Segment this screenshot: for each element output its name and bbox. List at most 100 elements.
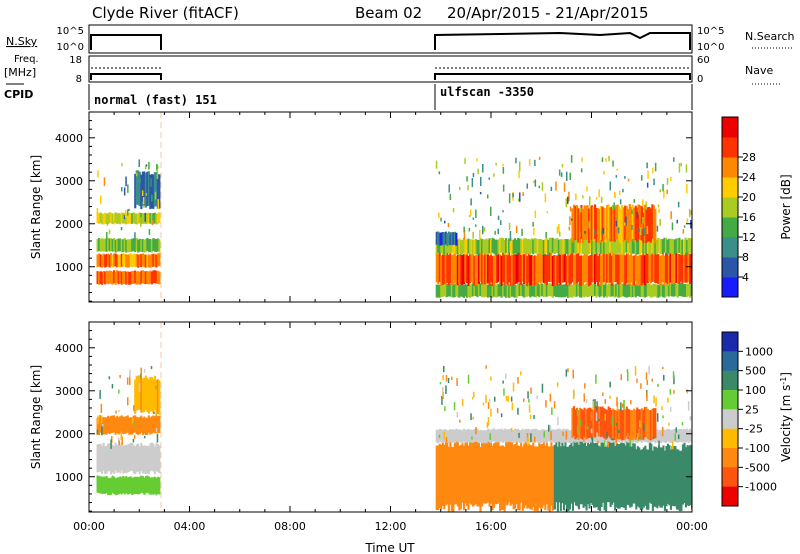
v-cell-b7	[663, 429, 666, 443]
p-cell-b7	[684, 237, 687, 253]
p-speckle	[127, 209, 129, 216]
v-cell-b1	[131, 443, 134, 471]
v-cell-b0	[123, 477, 126, 495]
v-speckle	[459, 419, 461, 423]
v-cell-b1	[102, 442, 105, 471]
p-speckle	[569, 216, 571, 226]
v-speckle	[556, 382, 559, 387]
v-speckle	[445, 385, 447, 394]
p-cell-b3	[129, 213, 132, 224]
p-cell-b7	[639, 239, 642, 255]
v-cell-b0	[107, 477, 110, 495]
p-cell-b0	[153, 270, 156, 284]
v-cell-b7	[455, 428, 458, 442]
p-speckle	[497, 215, 500, 221]
v-cell-b8	[585, 409, 588, 440]
p-speckle	[569, 172, 571, 180]
v-speckle	[550, 431, 552, 441]
v-cell-b2	[156, 415, 159, 433]
v-cell-b2	[113, 415, 116, 433]
v-cell-b4	[470, 440, 473, 505]
p-cell-b7	[670, 238, 674, 254]
v-speckle	[494, 396, 496, 402]
p-cell-b3	[143, 213, 146, 224]
p-cell-b5	[663, 284, 666, 298]
p-cell-b5	[618, 284, 621, 298]
v-cell-b7	[470, 429, 473, 443]
p-cell-b5	[591, 284, 594, 297]
v-cell-b7	[487, 428, 490, 442]
v-cell-b4	[550, 441, 553, 506]
p-cell-b7	[452, 238, 455, 254]
p-cell-b5	[569, 284, 573, 298]
p-cell-b6	[578, 255, 582, 286]
v-speckle	[447, 377, 450, 383]
v-speckle	[138, 382, 141, 392]
p-cell-b6	[613, 252, 616, 283]
p-cell-b5	[619, 284, 622, 297]
p-cell-b1	[116, 254, 119, 268]
p-cell-b5	[622, 283, 625, 297]
p-cell-b9	[594, 204, 597, 239]
v-speckle	[541, 383, 544, 393]
v-cell-b1	[156, 444, 159, 472]
p-cell-b9	[578, 208, 582, 244]
p-cell-b6	[450, 255, 453, 286]
v-cell-b1	[104, 446, 107, 475]
p-cell-b6	[619, 253, 622, 284]
p-speckle	[666, 177, 669, 185]
v-cell-b3	[152, 378, 155, 414]
v-cell-b6	[666, 443, 670, 504]
v-speckle	[451, 376, 453, 380]
p-cell-b7	[456, 239, 459, 255]
p-cell-b9	[592, 206, 595, 242]
v-cell-b1	[117, 444, 120, 473]
v-cell-b1	[113, 445, 116, 474]
v-colorbar-swatch	[722, 370, 738, 391]
p-cell-b6	[678, 254, 681, 285]
v-cell-b0	[113, 476, 116, 494]
p-cell-b7	[634, 238, 637, 254]
p-cell-b9	[646, 207, 649, 242]
v-speckle	[127, 397, 129, 406]
p-speckle	[467, 185, 469, 191]
p-speckle	[145, 164, 148, 167]
p-cell-b7	[518, 238, 521, 254]
p-cell-b2	[138, 238, 141, 252]
p-cell-b7	[654, 238, 657, 254]
p-speckle	[601, 230, 603, 235]
v-cell-b5	[590, 438, 593, 504]
p-cell-b6	[491, 256, 494, 287]
p-colorbar-swatch	[722, 257, 738, 278]
p-cell-b6	[521, 251, 524, 282]
v-speckle	[609, 395, 611, 399]
v-speckle	[496, 408, 499, 414]
p-cell-b7	[541, 239, 544, 255]
p-cell-b0	[111, 271, 114, 285]
p-cell-b7	[628, 238, 631, 253]
p-cell-b8	[446, 233, 449, 246]
p-cell-b1	[96, 254, 99, 268]
v-cell-b0	[111, 475, 114, 493]
p-cell-b1	[158, 253, 161, 266]
p-speckle	[152, 220, 154, 225]
v-cell-b8	[575, 407, 579, 438]
v-speckle	[517, 377, 519, 384]
p-speckle	[633, 199, 635, 203]
p-speckle	[636, 211, 639, 219]
p-cell-b6	[651, 251, 654, 282]
v-cell-b7	[672, 429, 675, 443]
p-cell-b5	[652, 283, 655, 297]
v-cell-b8	[612, 408, 615, 439]
p-cell-b5	[533, 284, 536, 298]
v-speckle	[648, 365, 650, 375]
p-cell-b2	[141, 239, 144, 252]
p-cell-b5	[499, 283, 502, 297]
p-cell-b7	[648, 239, 651, 255]
p-cell-b6	[499, 254, 502, 285]
p-cell-b1	[111, 254, 114, 268]
p-cell-b7	[681, 239, 684, 255]
p-cell-b7	[532, 239, 535, 255]
p-cell-b7	[533, 238, 536, 254]
v-speckle	[672, 441, 674, 450]
